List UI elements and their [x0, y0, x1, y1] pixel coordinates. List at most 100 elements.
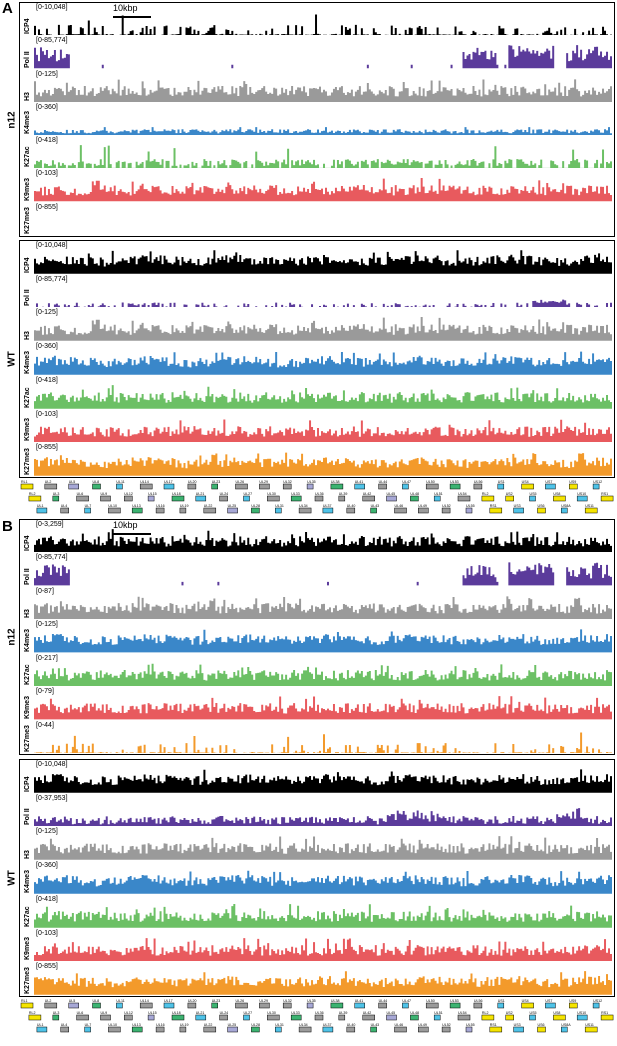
- gene-box: [139, 1002, 153, 1009]
- track-range: [0-10,048]: [36, 761, 68, 768]
- gene-label: RL2: [29, 1011, 36, 1015]
- track-range: [0-10,048]: [36, 4, 68, 11]
- gene-label: UL53: [450, 480, 459, 484]
- gene-label: UL39: [339, 1011, 348, 1015]
- gene-box: [179, 507, 187, 514]
- track-range: [0-85,774]: [36, 554, 68, 562]
- gene-box: [394, 507, 407, 514]
- gene-label: UL44: [379, 480, 388, 484]
- track-k4me3: K4me3 [0-360]: [20, 861, 614, 895]
- track-h3: H3 [0-125]: [20, 827, 614, 861]
- track-icp4: ICP4 [0-3,259]: [20, 520, 614, 553]
- gene-label: UL17: [164, 480, 173, 484]
- gene-label: UL2: [45, 480, 52, 484]
- gene-box: [505, 1014, 514, 1021]
- gene-label: RL1: [21, 999, 28, 1003]
- gene-box: [259, 1002, 270, 1009]
- track-signal-area: [34, 351, 612, 375]
- gene-box: [219, 495, 228, 502]
- panel-b-n12-group: n12 10kbp ICP4 [0-3,259] Pol II [0-85,774] H3 […: [7, 519, 615, 755]
- gene-box: [457, 1014, 471, 1021]
- gene-box: [513, 507, 524, 514]
- gene-label: UL43: [371, 1023, 380, 1027]
- panel-b-wt-group: WT ICP4 [0-10,048] Pol II [0-37,953] H3 [0-125…: [7, 759, 615, 997]
- track-label: K9me3: [24, 937, 31, 961]
- gene-label: UL48: [410, 1011, 419, 1015]
- track-signal: [34, 351, 612, 375]
- gene-box: [171, 495, 185, 502]
- gene-box: [155, 507, 165, 514]
- gene-label: UL12: [124, 1011, 133, 1015]
- gene-box: [354, 483, 365, 490]
- gene-box: [402, 483, 409, 490]
- gene-box: [163, 483, 175, 490]
- track-signal: [34, 12, 612, 36]
- track-label: K4me3: [24, 350, 31, 374]
- gene-label: UL36: [315, 492, 324, 496]
- gene-box: [282, 483, 292, 490]
- track-signal: [34, 145, 612, 169]
- gene-label: US12: [593, 480, 602, 484]
- track-label: ICP4: [24, 776, 31, 792]
- gene-box: [600, 495, 614, 502]
- gene-box: [418, 507, 429, 514]
- gene-box: [418, 1026, 429, 1033]
- track-signal-area: [34, 562, 612, 586]
- gene-label: RL1: [21, 480, 28, 484]
- track-signal: [34, 284, 612, 308]
- gene-box: [410, 1014, 419, 1021]
- track-range: [0-125]: [36, 828, 58, 836]
- gene-box: [457, 495, 471, 502]
- gene-box: [449, 483, 461, 490]
- gene-label: UL53: [450, 999, 459, 1003]
- gene-box: [330, 1002, 344, 1009]
- gene-label: US1: [498, 999, 505, 1003]
- gene-box: [584, 1026, 598, 1033]
- track-signal-area: [34, 250, 612, 274]
- track-h3: H3 [0-125]: [20, 308, 614, 342]
- panel-a-gene-annotation: RL1 RL2 UL1 UL2 UL3 UL4 UL5 UL6 UL7 UL8 UL9 UL10 UL1…: [19, 478, 615, 522]
- gene-label: RL2: [482, 492, 489, 496]
- track-range: [0-125]: [36, 309, 58, 317]
- gene-box: [100, 495, 111, 502]
- panel-a-wt-group: WT ICP4 [0-10,048] Pol II [0-85,774] H3 [0-125…: [7, 240, 615, 478]
- gene-box: [219, 1014, 228, 1021]
- track-signal-area: [34, 45, 612, 69]
- gene-label: US4: [522, 999, 529, 1003]
- track-range: [0-87]: [36, 587, 54, 595]
- gene-label: US9: [569, 999, 576, 1003]
- track-k4me3: K4me3 [0-360]: [20, 103, 614, 136]
- gene-box: [116, 1002, 123, 1009]
- gene-box: [275, 507, 282, 514]
- track-signal: [34, 730, 612, 753]
- gene-box: [44, 483, 58, 490]
- track-signal-area: [34, 596, 612, 620]
- gene-label: US3: [514, 504, 521, 508]
- gene-label: UL21: [196, 1011, 205, 1015]
- gene-label: US1: [498, 480, 505, 484]
- track-signal-area: [34, 78, 612, 102]
- gene-label: UL11: [116, 999, 124, 1003]
- gene-box: [410, 495, 419, 502]
- gene-label: UL40: [347, 504, 356, 508]
- track-signal-area: [34, 836, 612, 861]
- gene-box: [569, 1002, 578, 1009]
- gene-box: [251, 507, 260, 514]
- gene-label: US6: [538, 1023, 545, 1027]
- gene-box: [155, 1026, 165, 1033]
- gene-label: UL55: [466, 504, 475, 508]
- track-signal: [34, 663, 612, 687]
- panel-a-n12-group: n12 10kbp ICP4 [0-10,048] Pol II [0-85,774] H3…: [7, 2, 615, 237]
- gene-label: UL56: [474, 480, 483, 484]
- track-signal-area: [34, 145, 612, 169]
- track-signal: [34, 971, 612, 995]
- track-label: K9me3: [24, 695, 31, 719]
- track-icp4: ICP4 [0-10,048]: [20, 241, 614, 275]
- gene-box: [584, 507, 598, 514]
- gene-label: US2: [506, 1011, 513, 1015]
- track-signal: [34, 629, 612, 653]
- gene-label: UL20: [188, 999, 197, 1003]
- gene-label: UL6: [77, 1011, 84, 1015]
- track-label: K27me3: [24, 207, 31, 234]
- gene-box: [60, 1026, 69, 1033]
